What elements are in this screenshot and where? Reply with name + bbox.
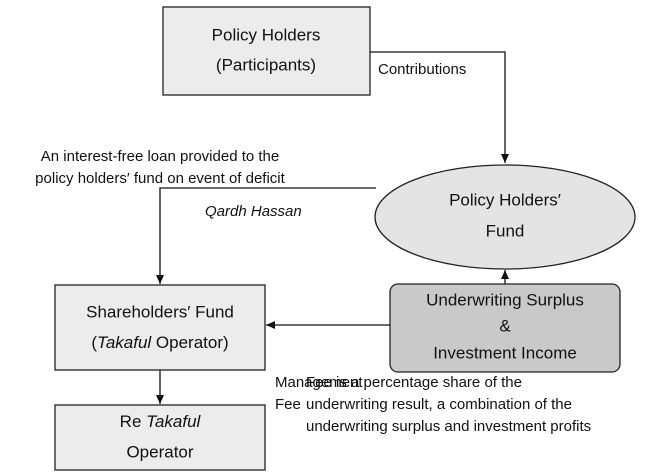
edge-label: Contributions (378, 61, 466, 78)
node-label: (Takaful Operator) (91, 333, 228, 352)
node-label: Policy Holders′ (449, 190, 561, 209)
edge-label: Management (275, 374, 363, 391)
note: An interest-free loan provided to the (41, 148, 279, 165)
note: underwriting result, a combination of th… (306, 396, 572, 413)
re-takaful-box (54, 404, 266, 471)
arrow (156, 187, 376, 284)
node-label: & (499, 316, 511, 335)
node-label: (Participants) (216, 55, 316, 74)
node-label: Underwriting Surplus (426, 290, 584, 309)
shareholders-box (54, 284, 266, 371)
arrow (370, 51, 509, 163)
node-label: Operator (126, 442, 193, 461)
note: Fee is a percentage share of the (306, 374, 522, 391)
node-label: Fund (486, 221, 525, 240)
edge-label: Qardh Hassan (205, 203, 302, 220)
node-label: Shareholders′ Fund (86, 302, 234, 321)
node-label: Policy Holders (212, 25, 321, 44)
node-label: Re Takaful (120, 412, 202, 431)
note: policy holders′ fund on event of deficit (35, 170, 285, 187)
edge-label: Fee (275, 396, 301, 413)
note: underwriting surplus and investment prof… (306, 418, 591, 435)
fund-ellipse (374, 164, 636, 270)
node-label: Investment Income (433, 343, 577, 362)
policy-holders-box (162, 6, 371, 96)
